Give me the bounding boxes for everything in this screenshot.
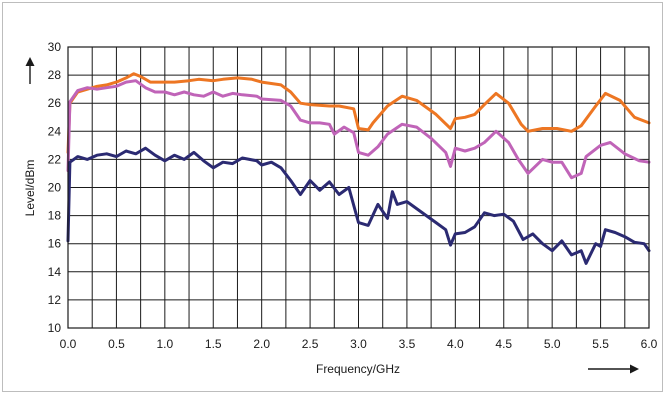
x-tick-label: 1.0	[156, 337, 173, 351]
y-tick-label: 28	[48, 68, 62, 82]
y-tick-label: 24	[48, 124, 62, 138]
y-tick-label: 22	[48, 152, 62, 166]
x-axis-label: Frequency/GHz	[316, 362, 400, 376]
y-axis-label: Level/dBm	[23, 160, 37, 217]
plot-area-border	[67, 46, 650, 329]
series-line-3	[66, 146, 651, 265]
y-tick-labels: 10 12 14 16 18 20 22 24 26 28 30	[48, 40, 62, 335]
x-tick-label: 5.0	[544, 337, 561, 351]
y-tick-label: 12	[48, 293, 62, 307]
x-tick-label: 2.5	[302, 337, 319, 351]
x-tick-label: 3.5	[399, 337, 416, 351]
x-tick-label: 2.0	[253, 337, 270, 351]
x-tick-label: 0.5	[108, 337, 125, 351]
x-tick-label: 4.0	[447, 337, 464, 351]
grid	[68, 47, 649, 328]
y-tick-label: 16	[48, 237, 62, 251]
x-tick-labels: 0.0 0.5 1.0 1.5 2.0 2.5 3.0 3.5 4.0 4.5 5.0 5.5 6.0	[60, 337, 658, 351]
x-tick-label: 1.5	[205, 337, 222, 351]
x-tick-label: 6.0	[641, 337, 658, 351]
y-tick-label: 30	[48, 40, 62, 54]
y-tick-label: 10	[48, 321, 62, 335]
series-line-1	[66, 72, 651, 154]
chart-frame	[2, 2, 663, 392]
y-tick-label: 14	[48, 265, 62, 279]
series-line-2	[66, 79, 651, 180]
x-tick-label: 4.5	[495, 337, 512, 351]
y-tick-label: 18	[48, 209, 62, 223]
x-axis-arrow-icon	[588, 364, 639, 374]
x-tick-label: 3.0	[350, 337, 367, 351]
y-axis-arrow-icon	[25, 57, 35, 84]
x-tick-label: 0.0	[60, 337, 77, 351]
y-tick-label: 20	[48, 181, 62, 195]
series-layer	[66, 72, 651, 265]
y-tick-label: 26	[48, 96, 62, 110]
x-tick-label: 5.5	[592, 337, 609, 351]
